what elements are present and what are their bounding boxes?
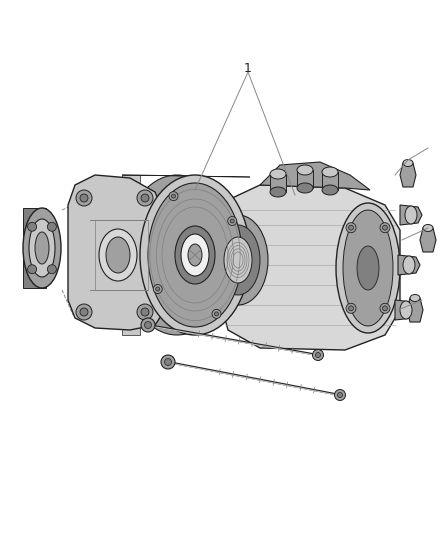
- Circle shape: [76, 304, 92, 320]
- Ellipse shape: [140, 175, 250, 335]
- Ellipse shape: [403, 256, 415, 274]
- Ellipse shape: [99, 229, 137, 281]
- Circle shape: [380, 303, 390, 313]
- Circle shape: [228, 216, 237, 225]
- Ellipse shape: [322, 185, 338, 195]
- Circle shape: [28, 265, 37, 274]
- Ellipse shape: [297, 183, 313, 193]
- Polygon shape: [122, 175, 140, 335]
- Ellipse shape: [122, 175, 232, 335]
- Ellipse shape: [23, 208, 61, 288]
- Circle shape: [28, 222, 37, 231]
- Polygon shape: [398, 255, 420, 275]
- Ellipse shape: [148, 183, 242, 327]
- Polygon shape: [220, 185, 400, 350]
- Polygon shape: [68, 175, 165, 330]
- Circle shape: [338, 392, 343, 398]
- Polygon shape: [23, 208, 46, 288]
- Ellipse shape: [343, 210, 393, 326]
- Ellipse shape: [106, 237, 130, 273]
- Ellipse shape: [297, 165, 313, 175]
- Polygon shape: [270, 174, 286, 192]
- Circle shape: [212, 309, 221, 318]
- Polygon shape: [400, 205, 422, 225]
- Polygon shape: [420, 228, 436, 252]
- Ellipse shape: [181, 234, 209, 276]
- Circle shape: [80, 194, 88, 202]
- Ellipse shape: [270, 169, 286, 179]
- Circle shape: [80, 308, 88, 316]
- Polygon shape: [260, 162, 370, 190]
- Ellipse shape: [270, 187, 286, 197]
- Ellipse shape: [35, 232, 49, 264]
- Circle shape: [161, 355, 175, 369]
- Polygon shape: [122, 175, 250, 177]
- Ellipse shape: [322, 167, 338, 177]
- Ellipse shape: [208, 215, 268, 305]
- Ellipse shape: [410, 295, 420, 302]
- Ellipse shape: [29, 219, 55, 277]
- Circle shape: [172, 194, 176, 198]
- Circle shape: [349, 225, 353, 230]
- Circle shape: [137, 190, 153, 206]
- Circle shape: [165, 359, 172, 366]
- Circle shape: [349, 306, 353, 311]
- Ellipse shape: [216, 225, 260, 295]
- Ellipse shape: [403, 159, 413, 166]
- Circle shape: [315, 352, 321, 358]
- Ellipse shape: [188, 244, 202, 266]
- Polygon shape: [400, 163, 416, 187]
- Polygon shape: [395, 300, 417, 320]
- Circle shape: [141, 308, 149, 316]
- Circle shape: [156, 287, 160, 291]
- Circle shape: [380, 223, 390, 233]
- Circle shape: [312, 350, 324, 360]
- Circle shape: [346, 303, 356, 313]
- Circle shape: [230, 219, 234, 223]
- Ellipse shape: [336, 203, 400, 333]
- Polygon shape: [297, 170, 313, 188]
- Ellipse shape: [357, 246, 379, 290]
- Text: 1: 1: [244, 61, 252, 75]
- Ellipse shape: [405, 206, 417, 224]
- Ellipse shape: [400, 301, 412, 319]
- Circle shape: [335, 390, 346, 400]
- Ellipse shape: [423, 224, 433, 231]
- Circle shape: [145, 321, 152, 328]
- Polygon shape: [322, 172, 338, 190]
- Circle shape: [346, 223, 356, 233]
- Ellipse shape: [175, 226, 215, 284]
- Circle shape: [76, 190, 92, 206]
- Circle shape: [382, 225, 388, 230]
- Circle shape: [47, 222, 57, 231]
- Circle shape: [141, 194, 149, 202]
- Circle shape: [137, 304, 153, 320]
- Circle shape: [153, 285, 162, 294]
- Circle shape: [382, 306, 388, 311]
- Circle shape: [47, 265, 57, 274]
- Circle shape: [169, 191, 178, 200]
- Ellipse shape: [224, 237, 252, 283]
- Circle shape: [215, 312, 219, 316]
- Polygon shape: [407, 298, 423, 322]
- Circle shape: [141, 318, 155, 332]
